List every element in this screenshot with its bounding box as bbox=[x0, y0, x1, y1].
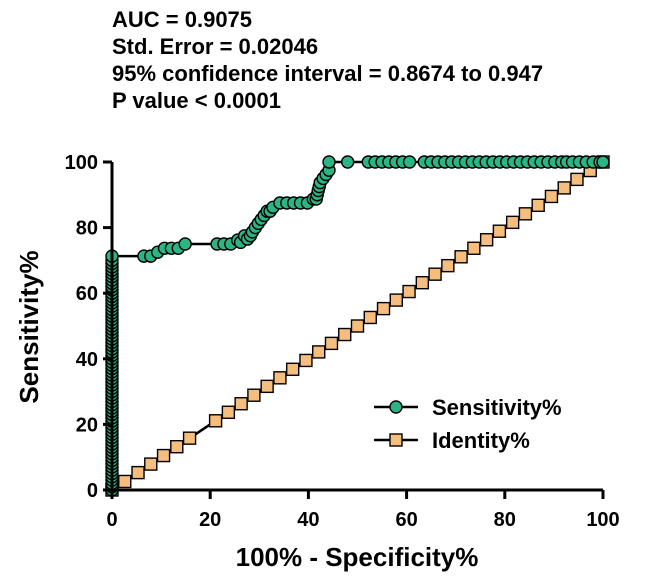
identity-point bbox=[144, 457, 158, 471]
legend-marker-sensitivity bbox=[389, 400, 403, 414]
x-tick-label: 100 bbox=[586, 509, 619, 531]
identity-point bbox=[273, 371, 287, 385]
legend-label-identity: Identity% bbox=[432, 428, 530, 453]
legend-marker-identity bbox=[389, 433, 403, 447]
identity-point bbox=[570, 172, 584, 187]
y-tick-label: 100 bbox=[65, 152, 98, 174]
identity-point bbox=[312, 345, 326, 359]
series-markers bbox=[105, 155, 610, 497]
identity-point bbox=[428, 267, 442, 281]
x-axis-title: 100% - Specificity% bbox=[236, 542, 479, 572]
identity-point bbox=[363, 310, 377, 325]
identity-point bbox=[131, 465, 145, 480]
identity-point bbox=[299, 353, 313, 368]
y-tick-label: 40 bbox=[76, 349, 98, 371]
identity-point bbox=[441, 258, 455, 273]
legend-label-sensitivity: Sensitivity% bbox=[432, 395, 562, 420]
identity-point bbox=[285, 362, 300, 376]
x-tick-label: 20 bbox=[199, 509, 221, 531]
x-tick-label: 60 bbox=[395, 509, 417, 531]
sensitivity-point bbox=[178, 237, 192, 251]
x-tick-label: 80 bbox=[494, 509, 516, 531]
identity-point bbox=[467, 241, 481, 255]
std-error-text: Std. Error = 0.02046 bbox=[112, 34, 319, 59]
identity-point bbox=[234, 397, 248, 411]
identity-point bbox=[454, 250, 468, 264]
identity-point bbox=[208, 414, 223, 428]
identity-point bbox=[518, 207, 533, 221]
identity-point bbox=[221, 405, 236, 419]
identity-point bbox=[156, 448, 171, 463]
statistics-annotation: AUC = 0.9075 Std. Error = 0.02046 95% co… bbox=[112, 6, 543, 114]
identity-point bbox=[492, 224, 507, 238]
identity-point bbox=[544, 189, 559, 204]
auc-text: AUC = 0.9075 bbox=[112, 7, 253, 32]
legend: Sensitivity% Identity% bbox=[374, 395, 562, 453]
identity-point bbox=[260, 379, 274, 394]
identity-point bbox=[170, 440, 184, 454]
identity-point bbox=[118, 474, 132, 489]
identity-point bbox=[182, 431, 197, 445]
identity-point bbox=[557, 181, 571, 195]
identity-point bbox=[324, 336, 339, 351]
identity-point bbox=[479, 233, 494, 247]
sensitivity-point bbox=[402, 155, 417, 169]
identity-point bbox=[402, 284, 416, 299]
y-tick-label: 0 bbox=[87, 480, 98, 502]
axes: 0 20 40 60 80 100 0 20 40 60 80 100 bbox=[65, 152, 620, 531]
identity-point bbox=[531, 198, 545, 212]
identity-point bbox=[350, 319, 365, 333]
p-value-text: P value < 0.0001 bbox=[112, 88, 282, 113]
y-tick-label: 80 bbox=[76, 218, 98, 240]
identity-point bbox=[389, 293, 403, 307]
identity-point bbox=[415, 276, 430, 290]
identity-point bbox=[338, 327, 352, 342]
x-tick-label: 40 bbox=[297, 509, 319, 531]
sensitivity-point bbox=[596, 155, 610, 169]
identity-point bbox=[376, 301, 391, 316]
y-tick-label: 60 bbox=[76, 283, 98, 305]
x-tick-label: 0 bbox=[106, 509, 117, 531]
identity-point bbox=[247, 388, 261, 402]
identity-point bbox=[505, 215, 520, 230]
y-axis-title: Sensitivity% bbox=[14, 250, 44, 403]
y-tick-label: 20 bbox=[76, 414, 98, 436]
sensitivity-point bbox=[340, 155, 355, 169]
sensitivity-point bbox=[322, 155, 336, 169]
confidence-interval-text: 95% confidence interval = 0.8674 to 0.94… bbox=[112, 61, 544, 86]
